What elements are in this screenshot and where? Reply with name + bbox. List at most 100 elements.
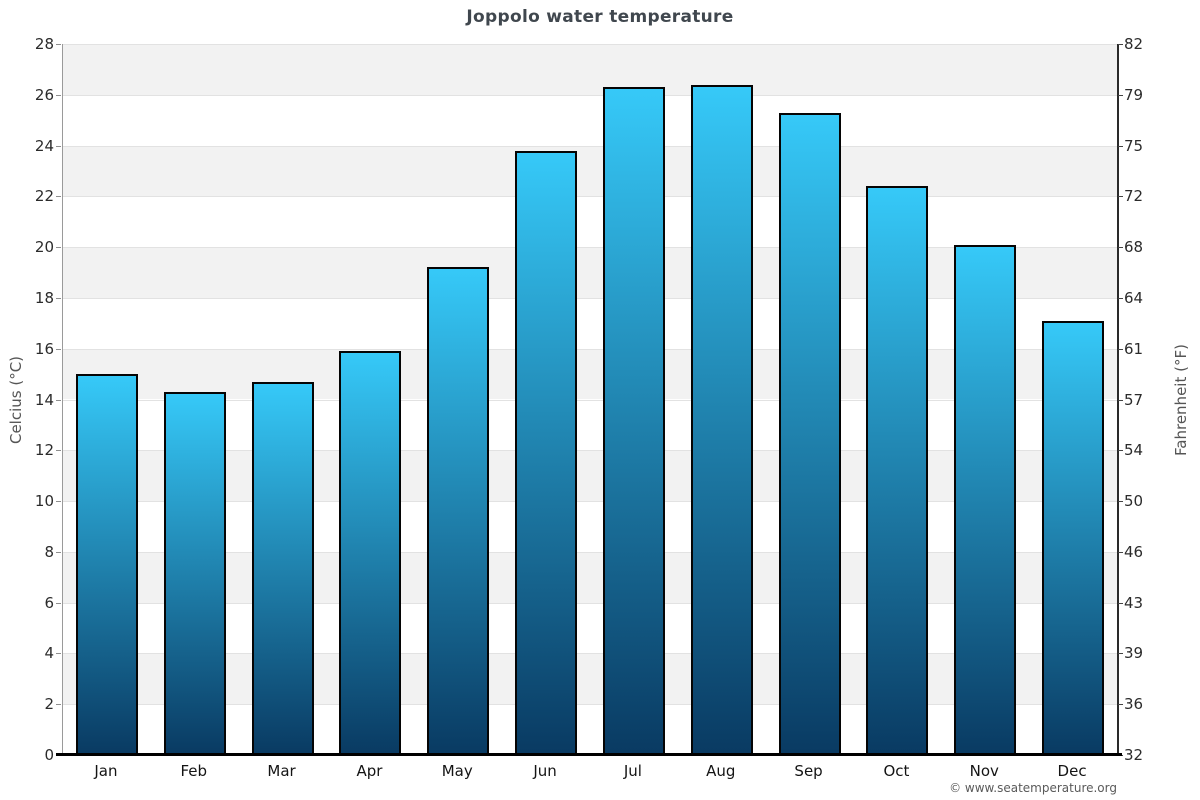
- ytick-fahrenheit-50: 50: [1124, 492, 1144, 511]
- xtick-sep: Sep: [794, 762, 823, 780]
- bar-jan[interactable]: [75, 374, 138, 755]
- ytick-fahrenheit-75: 75: [1124, 136, 1144, 155]
- tickmark: [1118, 44, 1123, 45]
- background-band: [63, 247, 1117, 298]
- ytick-fahrenheit-54: 54: [1124, 441, 1144, 460]
- bar-feb[interactable]: [163, 391, 226, 755]
- ytick-celsius-20: 20: [34, 238, 54, 257]
- background-band: [63, 297, 1117, 349]
- tickmark: [1118, 348, 1123, 350]
- tickmark: [1118, 653, 1123, 655]
- ytick-celsius-16: 16: [34, 339, 54, 358]
- xtick-aug: Aug: [706, 762, 736, 780]
- background-band: [63, 551, 1117, 603]
- xtick-oct: Oct: [883, 762, 910, 780]
- xtick-jul: Jul: [623, 762, 642, 780]
- gridline: [63, 653, 1117, 655]
- background-band: [63, 704, 1117, 755]
- tickmark: [1118, 94, 1123, 96]
- tickmark: [56, 602, 61, 604]
- bar-nov[interactable]: [954, 244, 1017, 755]
- ytick-fahrenheit-36: 36: [1124, 695, 1144, 714]
- tickmark: [1118, 196, 1123, 198]
- tickmark: [56, 247, 61, 249]
- xtick-apr: Apr: [356, 762, 383, 780]
- gridline: [63, 399, 1117, 401]
- gridline: [63, 551, 1117, 553]
- gridline: [63, 501, 1117, 503]
- plot-area: [62, 44, 1119, 756]
- background-band: [63, 145, 1117, 197]
- y-axis-title-celsius: Celcius (°C): [7, 355, 25, 445]
- ytick-fahrenheit-39: 39: [1124, 644, 1144, 663]
- tickmark: [56, 653, 61, 655]
- background-band: [63, 94, 1117, 146]
- chart-title: Joppolo water temperature: [466, 7, 734, 27]
- xtick-may: May: [441, 762, 473, 780]
- background-band: [63, 501, 1117, 552]
- background-band: [63, 399, 1117, 451]
- bar-jun[interactable]: [515, 150, 578, 755]
- ytick-celsius-14: 14: [34, 390, 54, 409]
- ytick-celsius-22: 22: [34, 187, 54, 206]
- tickmark: [56, 297, 61, 299]
- tickmark: [1118, 704, 1123, 706]
- bar-oct[interactable]: [866, 186, 929, 755]
- tickmark: [56, 450, 61, 452]
- xtick-jun: Jun: [533, 762, 557, 780]
- ytick-fahrenheit-82: 82: [1124, 35, 1144, 53]
- gridline: [63, 196, 1117, 198]
- gridline: [63, 602, 1117, 604]
- ytick-celsius-18: 18: [34, 288, 54, 307]
- gridline: [63, 247, 1117, 249]
- tickmark: [56, 399, 61, 401]
- x-axis-line: [56, 753, 1122, 756]
- ytick-celsius-6: 6: [44, 593, 54, 612]
- bar-mar[interactable]: [251, 381, 314, 755]
- ytick-fahrenheit-46: 46: [1124, 542, 1144, 561]
- tickmark: [1118, 297, 1123, 299]
- ytick-fahrenheit-68: 68: [1124, 238, 1144, 257]
- y-axis-title-fahrenheit: Fahrenheit (°F): [1172, 344, 1190, 456]
- ytick-celsius-0: 0: [44, 746, 54, 764]
- bar-apr[interactable]: [339, 351, 402, 755]
- bar-may[interactable]: [427, 267, 490, 755]
- ytick-fahrenheit-61: 61: [1124, 339, 1144, 358]
- bar-jul[interactable]: [602, 87, 665, 755]
- ytick-celsius-24: 24: [34, 136, 54, 155]
- copyright-watermark: © www.seatemperature.org: [949, 781, 1117, 795]
- gridline: [63, 450, 1117, 452]
- tickmark: [1118, 399, 1123, 401]
- tickmark: [56, 501, 61, 503]
- xtick-dec: Dec: [1057, 762, 1087, 780]
- gridline: [63, 145, 1117, 147]
- tickmark: [56, 44, 61, 45]
- ytick-fahrenheit-57: 57: [1124, 390, 1144, 409]
- tickmark: [56, 551, 61, 553]
- ytick-celsius-8: 8: [44, 542, 54, 561]
- ytick-celsius-12: 12: [34, 441, 54, 460]
- bar-dec[interactable]: [1042, 320, 1105, 755]
- ytick-fahrenheit-32: 32: [1124, 746, 1144, 764]
- ytick-celsius-2: 2: [44, 695, 54, 714]
- bar-aug[interactable]: [690, 84, 753, 755]
- xtick-nov: Nov: [969, 762, 999, 780]
- tickmark: [56, 704, 61, 706]
- background-band: [63, 196, 1117, 248]
- ytick-fahrenheit-64: 64: [1124, 288, 1144, 307]
- tickmark: [56, 145, 61, 147]
- gridline: [63, 704, 1117, 706]
- xtick-mar: Mar: [267, 762, 296, 780]
- tickmark: [1118, 551, 1123, 553]
- tickmark: [1118, 145, 1123, 147]
- ytick-fahrenheit-72: 72: [1124, 187, 1144, 206]
- ytick-celsius-4: 4: [44, 644, 54, 663]
- ytick-celsius-28: 28: [34, 35, 54, 53]
- bar-sep[interactable]: [778, 112, 841, 755]
- tickmark: [1118, 247, 1123, 249]
- gridline: [63, 44, 1117, 45]
- ytick-fahrenheit-79: 79: [1124, 85, 1144, 104]
- tickmark: [1118, 602, 1123, 604]
- ytick-fahrenheit-43: 43: [1124, 593, 1144, 612]
